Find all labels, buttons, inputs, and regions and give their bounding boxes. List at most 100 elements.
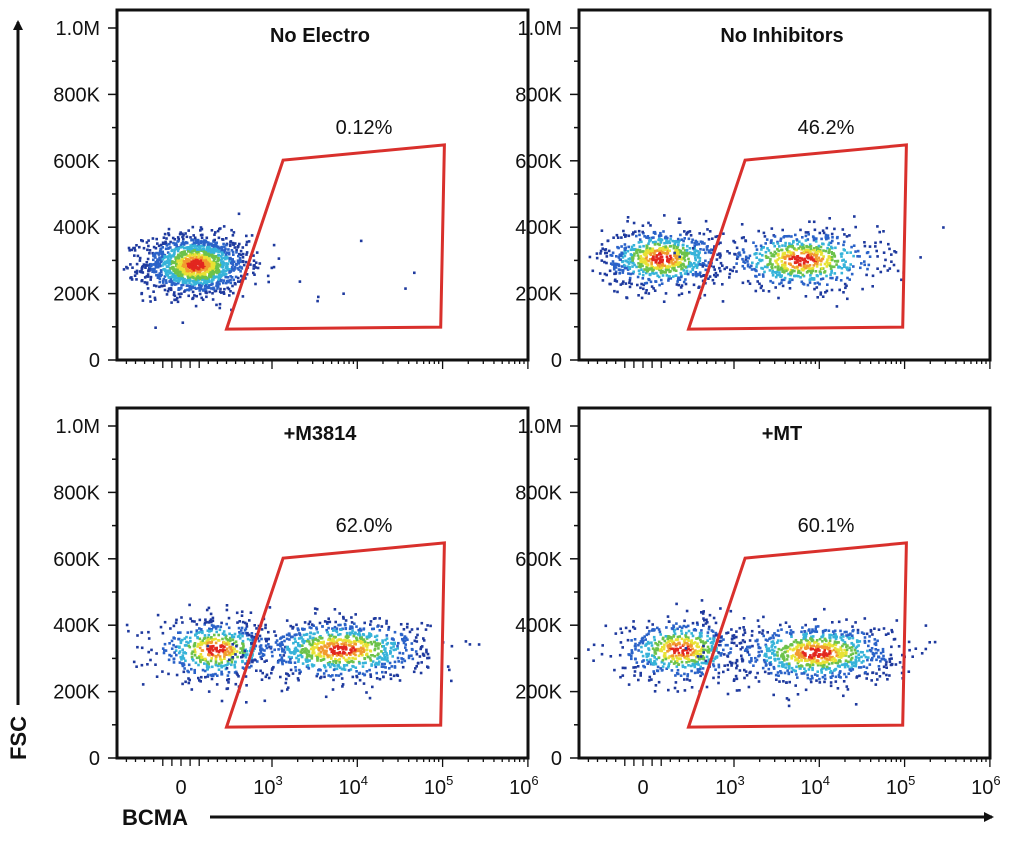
data-point — [623, 250, 626, 253]
data-point — [208, 290, 211, 294]
data-point — [688, 247, 692, 250]
data-point — [750, 264, 753, 268]
data-point — [134, 270, 137, 274]
data-point — [680, 238, 683, 241]
data-point — [294, 666, 297, 669]
data-point — [337, 674, 341, 677]
data-point — [676, 280, 679, 283]
data-point — [800, 257, 803, 260]
data-point — [184, 232, 187, 235]
scatter-points — [588, 214, 945, 308]
data-point — [655, 647, 658, 650]
data-point — [241, 259, 245, 263]
data-point — [705, 264, 708, 267]
data-point — [425, 650, 428, 654]
data-point — [704, 251, 707, 255]
data-point — [422, 637, 425, 640]
data-point — [216, 674, 219, 677]
data-point — [370, 663, 373, 666]
data-point — [223, 645, 226, 649]
data-point — [188, 274, 192, 277]
data-point — [683, 237, 686, 240]
data-point — [630, 654, 633, 658]
data-point — [605, 255, 609, 258]
data-point — [210, 620, 213, 624]
data-point — [728, 251, 731, 255]
data-point — [660, 264, 664, 267]
data-point — [704, 259, 707, 263]
data-point — [667, 277, 670, 280]
data-point — [694, 272, 698, 276]
data-point — [212, 273, 215, 276]
data-point — [810, 271, 813, 275]
data-point — [133, 249, 137, 252]
data-point — [360, 650, 364, 654]
data-point — [287, 632, 291, 635]
data-point — [742, 260, 745, 263]
data-point — [738, 689, 741, 692]
data-point — [666, 252, 669, 255]
data-point — [677, 254, 680, 257]
data-point — [192, 234, 195, 237]
data-point — [161, 631, 165, 635]
data-point — [238, 260, 242, 264]
data-point — [181, 240, 185, 243]
data-point — [176, 248, 180, 251]
x-tick-base: 0 — [175, 777, 186, 799]
data-point — [759, 244, 763, 248]
data-point — [251, 660, 254, 664]
data-point — [198, 273, 202, 277]
data-point — [743, 640, 746, 644]
data-point — [350, 621, 354, 624]
data-point — [247, 633, 251, 637]
data-point — [673, 651, 676, 655]
data-point — [289, 661, 293, 664]
data-point — [641, 224, 645, 227]
data-point — [220, 261, 223, 264]
data-point — [683, 230, 686, 233]
data-point — [706, 621, 709, 624]
data-point — [349, 631, 352, 635]
data-point — [829, 276, 832, 280]
data-point — [716, 253, 719, 256]
data-point — [809, 250, 812, 254]
data-point — [140, 292, 143, 296]
data-point — [260, 628, 264, 631]
data-point — [806, 265, 809, 268]
data-point — [707, 627, 711, 631]
data-point — [696, 655, 700, 658]
data-point — [790, 666, 794, 670]
data-point — [357, 640, 361, 643]
data-point — [682, 624, 686, 628]
data-point — [140, 631, 144, 634]
data-point — [181, 621, 184, 624]
data-point — [177, 292, 181, 296]
data-point — [665, 266, 669, 269]
data-point — [804, 231, 808, 234]
data-point — [672, 647, 675, 651]
data-point — [678, 642, 681, 646]
data-point — [340, 642, 343, 646]
data-point — [312, 632, 315, 636]
data-point — [419, 671, 423, 675]
data-point — [641, 257, 644, 260]
data-point — [795, 238, 799, 241]
data-point — [619, 258, 622, 262]
data-point — [819, 263, 823, 266]
data-point — [168, 269, 171, 272]
data-point — [204, 284, 208, 287]
data-point — [128, 249, 131, 252]
data-point — [814, 260, 817, 264]
data-point — [260, 657, 263, 661]
data-point — [204, 282, 208, 285]
data-point — [192, 265, 196, 269]
data-point — [790, 245, 793, 248]
data-point — [647, 619, 651, 623]
data-point — [809, 247, 813, 251]
data-point — [726, 663, 729, 667]
data-point — [844, 286, 847, 290]
data-point — [162, 262, 165, 265]
data-point — [734, 661, 738, 665]
data-point — [835, 263, 838, 266]
data-point — [267, 643, 270, 646]
